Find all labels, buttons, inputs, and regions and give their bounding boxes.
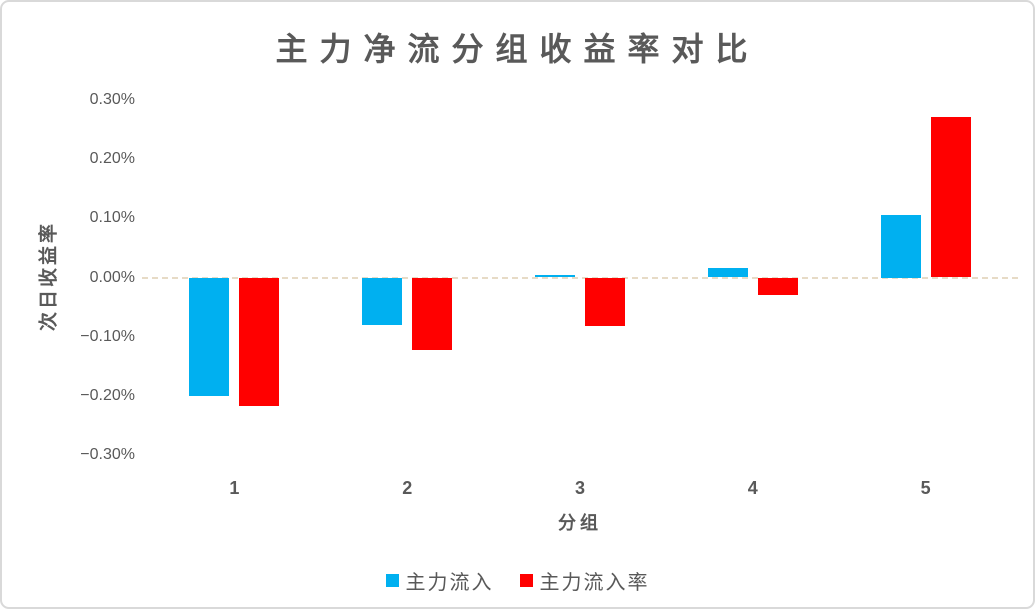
- chart-title: 主力净流分组收益率对比: [275, 31, 760, 67]
- y-axis-tick-label: 0.20%: [89, 150, 135, 168]
- x-axis-label: 2: [402, 478, 413, 498]
- y-axis-tick-label: 0.30%: [89, 91, 135, 108]
- x-axis-label: 5: [920, 478, 931, 498]
- y-axis-tick-label: −0.30%: [80, 446, 135, 463]
- x-axis-label: 3: [574, 478, 585, 498]
- y-axis-tick-label: −0.20%: [80, 386, 135, 404]
- legend-label: 主力流入率: [539, 572, 650, 594]
- bar-series2-group2: [412, 277, 453, 350]
- x-axis-label: 4: [747, 478, 758, 498]
- legend-label: 主力流入: [405, 572, 494, 594]
- y-axis-tick-label: 0.00%: [89, 268, 135, 286]
- bar-series2-group3: [585, 277, 625, 327]
- bar-series1-group5: [880, 215, 921, 278]
- legend-item: 主力流入率: [519, 566, 650, 595]
- x-axis-title: 分组: [558, 513, 602, 533]
- legend: 主力流入 主力流入率: [2, 566, 1033, 595]
- plot-area: [142, 100, 1018, 455]
- bar-series1-group3: [535, 275, 575, 278]
- bar-series2-group5: [930, 116, 971, 278]
- legend-item: 主力流入: [385, 566, 494, 595]
- zero-gridline: [142, 276, 1018, 279]
- y-axis-tick-label: −0.10%: [80, 327, 135, 345]
- x-axis-label: 1: [229, 478, 240, 498]
- y-axis-tick-label: 0.10%: [89, 209, 135, 227]
- legend-swatch-icon: [519, 574, 533, 587]
- legend-swatch-icon: [385, 574, 399, 587]
- bar-series2-group4: [757, 277, 798, 296]
- bar-series1-group2: [362, 277, 403, 325]
- bar-series1-group1: [189, 277, 230, 396]
- bar-series2-group1: [239, 277, 280, 407]
- bar-series1-group4: [707, 268, 748, 278]
